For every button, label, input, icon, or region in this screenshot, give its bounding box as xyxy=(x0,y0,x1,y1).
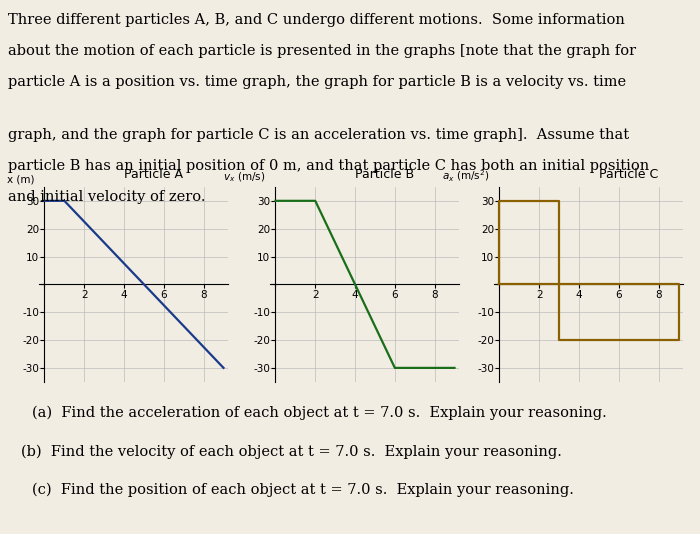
Text: particle A is a position vs. time graph, the graph for particle B is a velocity : particle A is a position vs. time graph,… xyxy=(8,75,626,89)
Text: $a_x$ (m/s$^2$): $a_x$ (m/s$^2$) xyxy=(442,169,489,184)
Text: Particle C: Particle C xyxy=(599,168,659,182)
Text: Particle B: Particle B xyxy=(356,168,414,182)
Text: Particle A: Particle A xyxy=(125,168,183,182)
Text: about the motion of each particle is presented in the graphs [note that the grap: about the motion of each particle is pre… xyxy=(8,44,636,58)
Text: graph, and the graph for particle C is an acceleration vs. time graph].  Assume : graph, and the graph for particle C is a… xyxy=(8,128,629,142)
Text: particle B has an initial position of 0 m, and that particle C has both an initi: particle B has an initial position of 0 … xyxy=(8,159,650,172)
Text: (b)  Find the velocity of each object at t = 7.0 s.  Explain your reasoning.: (b) Find the velocity of each object at … xyxy=(21,444,562,459)
Text: $v_x$ (m/s): $v_x$ (m/s) xyxy=(223,170,265,184)
Text: (a)  Find the acceleration of each object at t = 7.0 s.  Explain your reasoning.: (a) Find the acceleration of each object… xyxy=(32,406,606,420)
Text: (c)  Find the position of each object at t = 7.0 s.  Explain your reasoning.: (c) Find the position of each object at … xyxy=(32,483,573,497)
Text: and initial velocity of zero.: and initial velocity of zero. xyxy=(8,190,206,203)
Text: Three different particles A, B, and C undergo different motions.  Some informati: Three different particles A, B, and C un… xyxy=(8,13,625,27)
Text: x (m): x (m) xyxy=(7,174,34,184)
